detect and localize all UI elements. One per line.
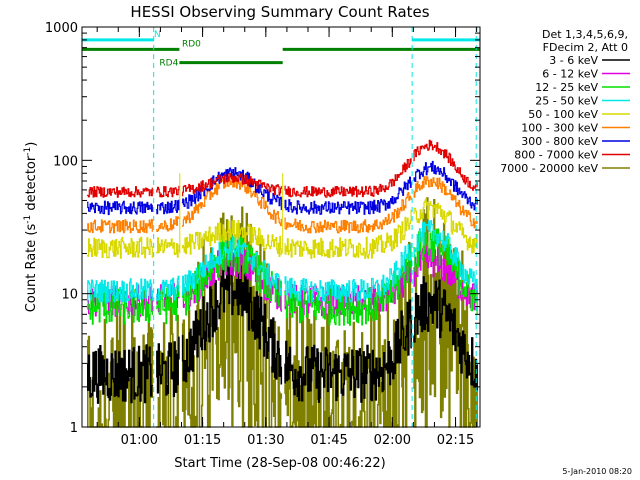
legend: Det 1,3,4,5,6,9,FDecim 2, Att 03 - 6 keV… xyxy=(500,28,630,175)
x-tick-label: 02:15 xyxy=(437,433,474,448)
x-tick-label: 01:15 xyxy=(184,433,221,448)
chart-title: HESSI Observing Summary Count Rates xyxy=(130,3,429,21)
series-line xyxy=(87,220,478,304)
y-tick-label: 1000 xyxy=(45,21,78,36)
boundary-lines-layer xyxy=(153,27,477,427)
legend-entry-label: 800 - 7000 keV xyxy=(514,149,598,162)
legend-entry-label: 6 - 12 keV xyxy=(542,68,598,81)
series-line xyxy=(87,139,478,198)
y-tick-label: 100 xyxy=(53,154,78,169)
flag-label: N xyxy=(154,30,161,40)
legend-entry-label: 100 - 300 keV xyxy=(521,122,598,135)
x-tick-label: 01:45 xyxy=(310,433,347,448)
x-tick-label: 01:30 xyxy=(247,433,284,448)
footer-date: 5-Jan-2010 08:20 xyxy=(562,467,632,476)
series-line xyxy=(87,174,478,234)
y-tick-label: 1 xyxy=(70,421,78,436)
legend-header: FDecim 2, Att 0 xyxy=(543,41,628,54)
y-axis-label-sup2: -1 xyxy=(23,147,33,156)
legend-entry-label: 50 - 100 keV xyxy=(528,108,598,121)
x-axis-label: Start Time (28-Sep-08 00:46:22) xyxy=(174,456,385,471)
y-tick-label: 10 xyxy=(61,288,78,303)
axes-layer: 1 10 100 1000 01:00 01:15 01:30 01:45 02:00 02:15 xyxy=(45,21,480,448)
flag-label: RD0 xyxy=(182,39,201,49)
legend-header: Det 1,3,4,5,6,9, xyxy=(542,28,628,41)
x-tick-label: 01:00 xyxy=(121,433,158,448)
legend-entry-label: 25 - 50 keV xyxy=(535,95,598,108)
flags-layer: N RD0 RD4 xyxy=(82,30,480,69)
legend-entry-label: 3 - 6 keV xyxy=(549,54,598,67)
legend-entry-label: 12 - 25 keV xyxy=(535,81,598,94)
y-axis-label: Count Rate (s-1 detector-1) xyxy=(23,142,39,313)
legend-entry-label: 300 - 800 keV xyxy=(521,135,598,148)
y-axis-label-main: Count Rate (s xyxy=(24,224,39,313)
flag-label: RD4 xyxy=(159,59,178,69)
plot-frame xyxy=(81,26,481,428)
x-tick-label: 02:00 xyxy=(374,433,411,448)
series-layer xyxy=(87,139,478,428)
y-axis-label-mid: detector xyxy=(24,155,39,215)
y-axis-label-sup1: -1 xyxy=(23,215,33,224)
y-axis-label-end: ) xyxy=(24,142,39,147)
legend-entry-label: 7000 - 20000 keV xyxy=(500,162,598,175)
series-line xyxy=(87,198,478,259)
